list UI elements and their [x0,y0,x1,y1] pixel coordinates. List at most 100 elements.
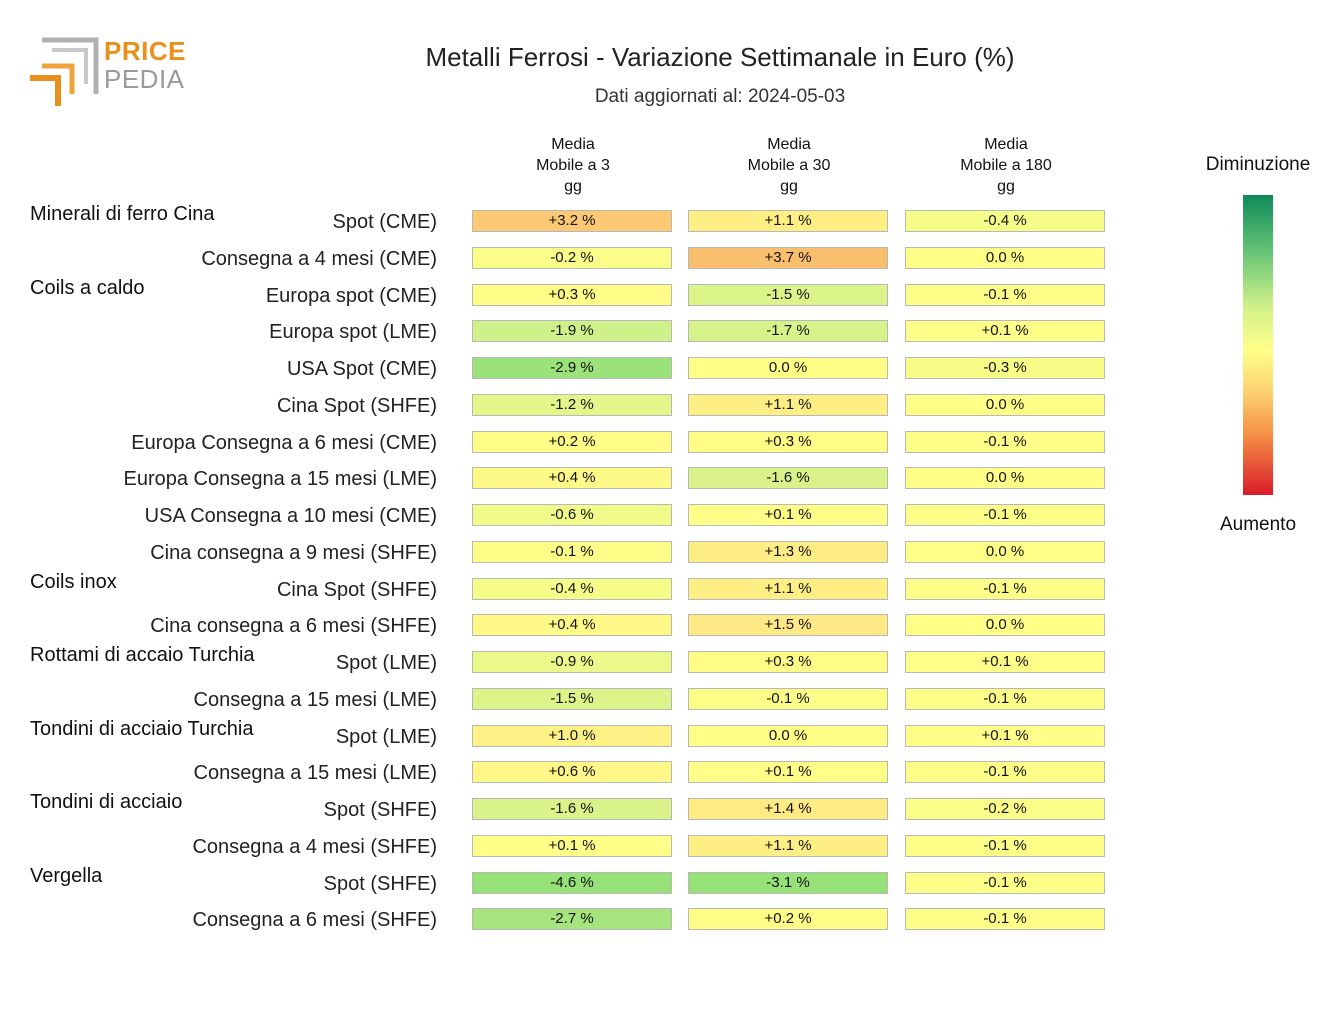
heatmap-cell: +1.5 % [688,614,888,637]
heatmap-cell: -0.9 % [472,651,672,673]
heatmap-cell: +3.2 % [472,210,672,232]
heatmap-cell: -0.3 % [905,357,1105,379]
heatmap-cell: -0.1 % [688,687,888,710]
heatmap-cell: -1.6 % [688,467,888,490]
heatmap-cell: +0.4 % [472,614,672,637]
row-label: Europa Consegna a 15 mesi (LME) [123,468,438,491]
heatmap-cell: +1.3 % [688,540,888,563]
row-label: Spot (SHFE) [323,799,437,821]
heatmap-cell: -0.4 % [472,577,672,600]
group-label: Tondini di acciaio [30,791,183,813]
row-label: Consegna a 6 mesi (SHFE) [192,909,437,932]
heatmap-cell: +0.6 % [472,761,672,784]
heatmap-cell: -0.1 % [905,430,1105,453]
column-header-line: Media [767,136,811,153]
group-label: Coils a caldo [30,276,145,299]
logo-mark-icon [30,37,99,106]
heatmap-cell: +0.1 % [688,504,888,526]
column-header-line: Media [984,136,1028,153]
group-label: Rottami di accaio Turchia [30,644,255,666]
group-label: Vergella [30,864,103,887]
heatmap-cell: +0.1 % [688,761,888,784]
heatmap-cell: +0.1 % [905,320,1105,343]
heatmap-cell: +3.7 % [688,246,888,269]
heatmap-cell: -3.1 % [688,871,888,894]
heatmap-cell: +0.3 % [688,651,888,673]
heatmap-cell: +1.1 % [688,210,888,232]
row-label: USA Consegna a 10 mesi (CME) [144,505,437,527]
heatmap-cell: 0.0 % [688,357,888,379]
row-label: Cina consegna a 6 mesi (SHFE) [150,615,437,638]
legend-bottom-label: Aumento [1219,514,1297,535]
heatmap-cell: +0.3 % [472,283,672,306]
heatmap-cell: +0.4 % [472,467,672,490]
column-header-line: Mobile a 30 [747,157,831,174]
heatmap-cell: -4.6 % [472,871,672,894]
heatmap-cell: -0.2 % [905,798,1105,820]
row-label: Cina Spot (SHFE) [276,578,437,601]
column-header-line: gg [997,178,1015,195]
heatmap-cell: -0.1 % [905,577,1105,600]
heatmap-cell: 0.0 % [905,467,1105,490]
row-label: Consegna a 4 mesi (SHFE) [192,835,437,858]
heatmap-cell: -1.9 % [472,320,672,343]
legend-top-label: Diminuzione [1205,154,1311,175]
heatmap-cell: -1.5 % [472,687,672,710]
row-label: Spot (LME) [335,725,437,748]
row-label: Spot (CME) [332,211,437,233]
heatmap-cell: +0.2 % [688,908,888,931]
heatmap-cell: -0.2 % [472,246,672,269]
heatmap-cell: -1.7 % [688,320,888,343]
row-label: USA Spot (CME) [286,358,437,380]
heatmap-cell: +0.1 % [905,651,1105,673]
group-label: Coils inox [30,570,117,593]
heatmap-cell: +1.4 % [688,798,888,820]
row-label: Cina consegna a 9 mesi (SHFE) [150,541,437,564]
group-label: Tondini di acciaio Turchia [30,717,254,740]
heatmap-cell: +0.1 % [905,724,1105,747]
column-header-line: gg [564,178,582,195]
chart-subtitle: Dati aggiornati al: 2024-05-03 [594,86,846,107]
heatmap-cell: +1.1 % [688,834,888,857]
logo-word-price: PRICE [104,36,186,66]
heatmap-cell: -0.4 % [905,210,1105,232]
column-header: Media Mobile a 30 gg [688,134,890,197]
heatmap-cell: -1.2 % [472,393,672,416]
row-label: Spot (SHFE) [323,872,437,895]
heatmap-cell: +0.3 % [688,430,888,453]
heatmap-cell: 0.0 % [688,724,888,747]
column-header-line: Media [551,136,595,153]
chart-title: Metalli Ferrosi - Variazione Settimanale… [425,42,1015,72]
heatmap-cell: +1.1 % [688,393,888,416]
column-header-line: Mobile a 3 [536,157,610,174]
heatmap-cell: -1.6 % [472,798,672,820]
heatmap-cell: -0.1 % [905,504,1105,526]
heatmap-cell: 0.0 % [905,246,1105,269]
row-label: Consegna a 4 mesi (CME) [201,247,437,270]
pricepedia-logo [28,36,188,108]
heatmap-cell: 0.0 % [905,393,1105,416]
column-header: Media Mobile a 180 gg [905,134,1107,197]
row-label: Spot (LME) [335,652,437,674]
heatmap-cell: -0.1 % [905,834,1105,857]
column-header-line: gg [780,178,798,195]
heatmap-cell: +1.1 % [688,577,888,600]
row-label: Europa spot (LME) [269,321,437,344]
heatmap-cell: -0.1 % [905,283,1105,306]
column-header-line: Mobile a 180 [960,157,1052,174]
heatmap-cell: -0.1 % [905,761,1105,784]
row-label: Europa Consegna a 6 mesi (CME) [131,431,437,454]
heatmap-cell: -2.9 % [472,357,672,379]
heatmap-cell: -0.6 % [472,504,672,526]
heatmap-cell: +0.2 % [472,430,672,453]
row-label: Consegna a 15 mesi (LME) [193,688,437,711]
heatmap-cell: -0.1 % [905,908,1105,931]
row-label: Europa spot (CME) [265,284,437,307]
row-label: Cina Spot (SHFE) [276,394,437,417]
row-label: Consegna a 15 mesi (LME) [193,762,437,785]
heatmap-cell: -2.7 % [472,908,672,931]
logo-wordmark: PRICE PEDIA [104,38,186,92]
heatmap-cell: +0.1 % [472,834,672,857]
heatmap-cell: -0.1 % [905,871,1105,894]
column-header: Media Mobile a 3 gg [472,134,674,197]
